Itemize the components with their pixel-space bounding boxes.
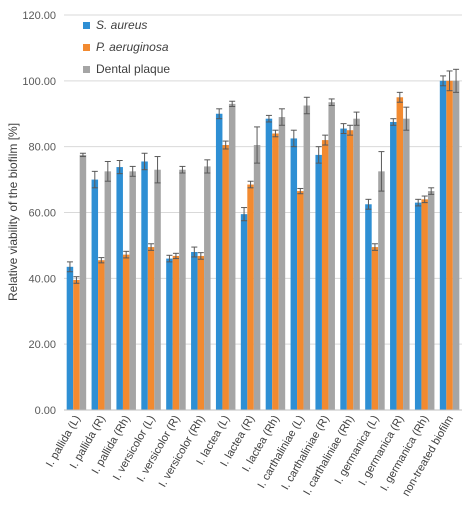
bar — [297, 191, 304, 410]
bar — [98, 260, 105, 410]
bar — [172, 255, 180, 410]
y-tick-label: 80.00 — [28, 142, 56, 154]
bar — [73, 279, 80, 410]
bar — [104, 171, 112, 410]
bar — [421, 199, 428, 410]
bar — [315, 154, 322, 410]
bar — [247, 184, 254, 410]
bar — [154, 169, 161, 410]
bar — [396, 97, 404, 411]
bar — [340, 128, 347, 410]
bar — [278, 117, 286, 411]
bar — [414, 202, 422, 410]
bar — [191, 252, 198, 410]
y-tick-label: 120.00 — [22, 10, 56, 22]
bars — [66, 80, 460, 411]
y-axis-label: Relative viability of the biofilm [%] — [6, 123, 20, 301]
bar — [79, 154, 87, 410]
legend-label: S. aureus — [96, 18, 147, 32]
bar — [129, 171, 136, 410]
bar — [452, 80, 460, 410]
legend-swatch — [83, 22, 90, 29]
bar — [390, 121, 397, 411]
bar — [403, 118, 410, 410]
legend: S. aureus P. aeruginosa Dental plaque — [83, 18, 170, 76]
bar — [228, 103, 236, 410]
bar — [122, 254, 130, 410]
bar — [166, 258, 173, 410]
bar — [439, 80, 447, 410]
y-tick-label: 0.00 — [35, 405, 56, 417]
bar — [179, 169, 186, 410]
bar — [222, 145, 229, 411]
y-tick-label: 60.00 — [28, 208, 56, 220]
bar — [272, 133, 279, 410]
bar — [204, 166, 211, 410]
bar — [240, 214, 248, 410]
legend-label: Dental plaque — [96, 62, 170, 76]
bar — [346, 130, 354, 411]
bar — [197, 255, 205, 410]
bar — [253, 145, 261, 411]
bar — [303, 105, 311, 410]
bar — [328, 102, 335, 411]
bar — [378, 171, 385, 410]
legend-swatch — [83, 44, 90, 51]
bar — [427, 191, 435, 410]
bar — [116, 167, 123, 410]
bar — [147, 247, 155, 410]
y-tick-label: 20.00 — [28, 339, 56, 351]
bar — [215, 113, 223, 410]
bar — [66, 266, 74, 410]
bar — [91, 179, 99, 410]
y-axis-ticks: 0.00 20.00 40.00 60.00 80.00 100.00 120.00 — [22, 10, 56, 417]
bar — [446, 80, 453, 410]
bar — [365, 204, 372, 410]
y-tick-label: 100.00 — [22, 76, 56, 88]
legend-swatch — [83, 66, 90, 73]
bar — [141, 161, 148, 410]
bar — [290, 138, 298, 410]
bar — [371, 247, 379, 410]
error-bars — [66, 68, 460, 284]
bar — [321, 140, 329, 411]
legend-label: P. aeruginosa — [96, 40, 169, 54]
x-axis-ticks: I. pallida (L)I. pallida (R)I. pallida (… — [44, 414, 456, 499]
bar — [353, 118, 360, 410]
bar — [265, 118, 273, 410]
y-tick-label: 40.00 — [28, 273, 56, 285]
